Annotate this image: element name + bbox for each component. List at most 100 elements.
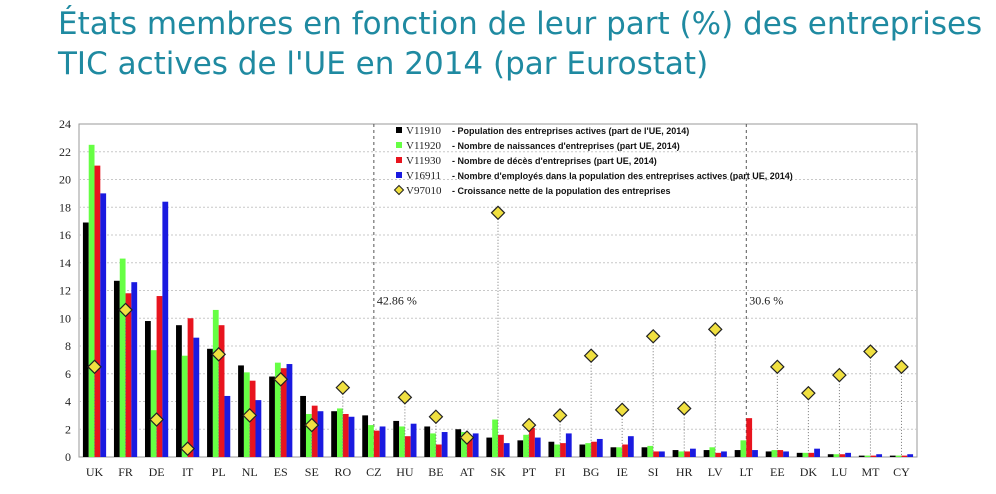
y-tick-label: 10 [59,311,71,325]
bar-v11920 [678,451,685,457]
bar-v11930 [218,325,225,457]
x-tick-label: HU [396,465,414,479]
bar-v11930 [715,452,722,457]
bar-v11930 [187,318,194,457]
x-tick-label: IT [182,465,194,479]
legend-swatch [396,127,402,133]
diamond-point [273,371,289,387]
diamond-point [180,441,195,457]
bar-v11910 [82,222,89,457]
x-tick-label: EE [770,465,785,479]
bar-v11920 [740,440,747,457]
bar-v16911 [752,450,758,457]
bar-v11930 [746,418,753,457]
x-tick-label: PL [212,465,226,479]
y-tick-label: 18 [59,200,71,214]
diamond-point [769,359,785,375]
bar-v11930 [529,427,535,457]
bar-v11910 [176,325,182,457]
legend-label: - Nombre d'employés dans la population d… [452,171,793,181]
bar-v11910 [672,450,679,457]
bar-v11930 [777,450,784,457]
page-title: États membres en fonction de leur part (… [58,6,983,82]
bar-v11920 [492,419,498,457]
diamond-point [707,322,723,337]
y-tick-label: 4 [65,395,71,409]
bar-v16911 [845,452,852,457]
bar-v11920 [585,443,592,457]
bar-v11930 [839,454,846,457]
annotation-label: 30.6 % [749,293,783,307]
x-tick-label: MT [861,465,880,479]
bar-v11930 [435,444,442,457]
bar-v11930 [94,165,101,457]
bar-v11930 [156,296,163,457]
bar-v11930 [684,451,691,457]
diamond-point [335,380,351,395]
bar-v11910 [889,455,896,457]
x-tick-label: LV [708,465,723,479]
bar-v11920 [554,444,561,457]
bar-v11910 [765,451,772,457]
legend-label: - Population des entreprises actives (pa… [452,126,689,136]
bar-v11910 [362,415,369,457]
x-tick-label: BE [428,465,443,479]
bar-v11920 [368,425,374,457]
bar-v11910 [424,426,431,457]
bar-v11920 [864,455,871,457]
x-tick-label: FR [118,465,133,479]
bar-v11930 [373,430,380,457]
y-tick-label: 14 [59,256,71,270]
legend-swatch [396,157,402,163]
bar-v11920 [461,432,467,457]
x-tick-label: ES [274,465,288,479]
diamond-point [583,348,599,364]
bar-v11910 [827,454,834,457]
bar-v11920 [337,408,343,457]
bar-v11930 [901,455,908,457]
x-tick-label: RO [334,465,351,479]
y-tick-label: 24 [59,117,71,131]
x-tick-label: FI [555,465,566,479]
diamond-point [304,417,320,433]
bar-v11910 [207,348,213,457]
x-tick-label: LU [831,465,847,479]
x-tick-label: AT [460,465,475,479]
x-tick-label: NL [242,465,258,479]
bar-v16911 [721,451,727,457]
bar-v11910 [579,444,586,457]
diamond-point [242,408,258,423]
legend-swatch [396,172,402,178]
bar-v11930 [498,434,504,457]
legend-code: V11920 [406,140,442,152]
diamond-point [521,417,537,433]
y-tick-label: 16 [59,228,71,242]
bar-v11930 [560,443,566,457]
diamond-point [149,412,164,427]
bar-v16911 [131,282,138,457]
bar-v11910 [331,411,338,457]
bar-v11920 [274,362,281,457]
bar-v11910 [393,420,400,457]
legend-code: V11910 [406,125,442,137]
legend-label: - Nombre de naissances d'entreprises (pa… [452,141,680,151]
diamond-point [863,344,878,359]
bar-v11910 [269,376,275,457]
diamond-point [397,389,413,405]
legend-swatch [396,142,402,148]
bar-v16911 [286,364,293,457]
diamond-point [894,359,909,375]
diamond-point [428,409,444,425]
x-tick-label: DK [800,465,818,479]
diamond-point [832,367,847,383]
x-tick-label: SK [490,465,506,479]
bar-v11920 [430,433,436,457]
bar-v16911 [379,426,386,457]
bar-v11930 [280,368,287,457]
bar-v16911 [690,448,696,457]
bar-v16911 [783,451,789,457]
y-tick-label: 2 [65,422,71,436]
x-tick-label: LT [740,465,754,479]
bar-v11910 [455,429,462,457]
x-tick-label: HR [676,465,693,479]
